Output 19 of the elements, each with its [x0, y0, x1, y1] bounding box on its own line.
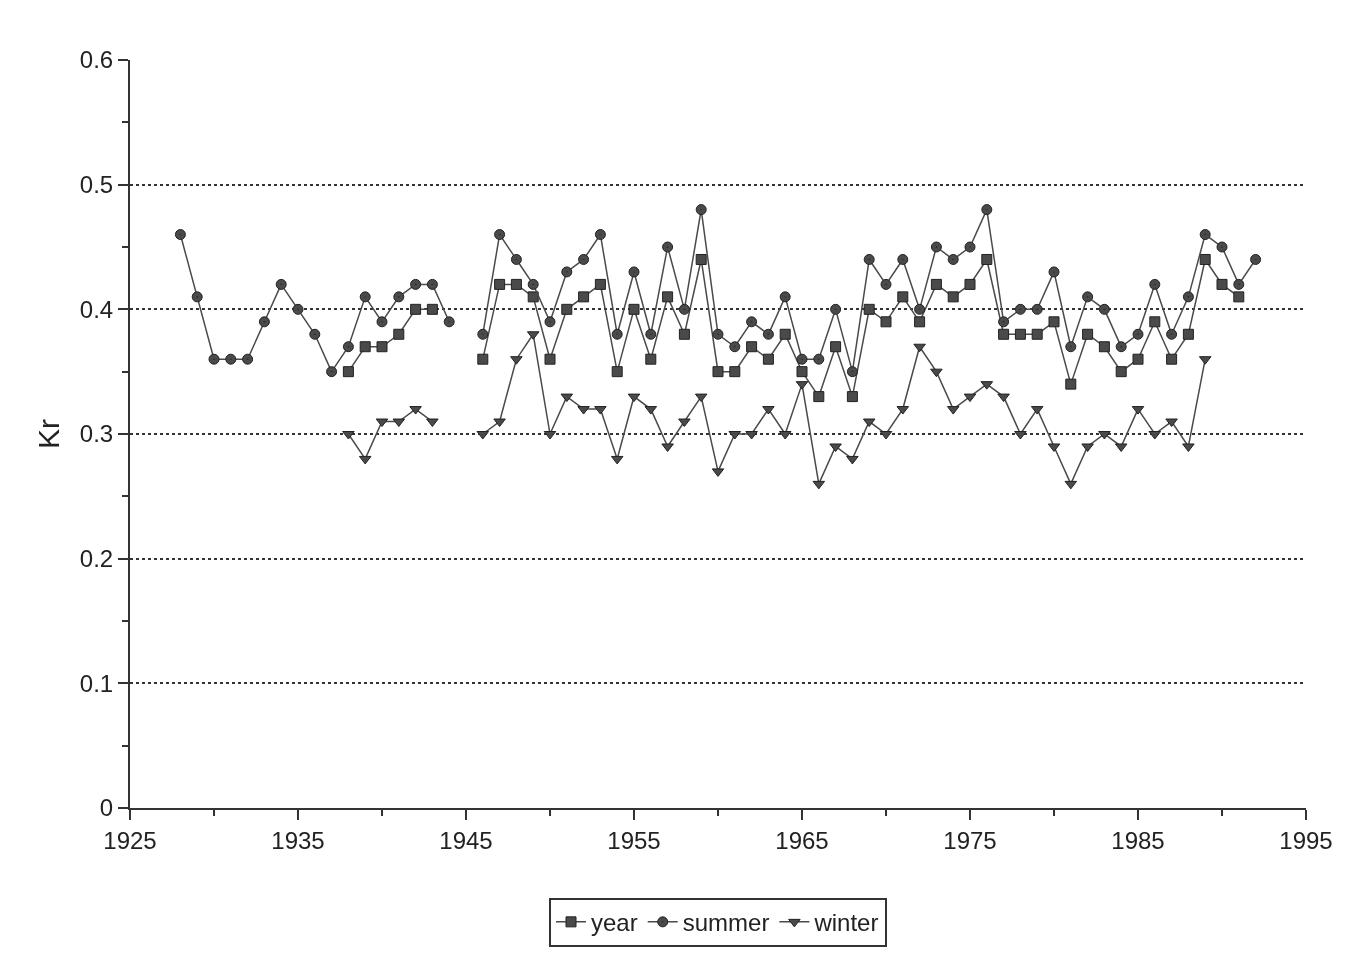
- x-tick-label: 1955: [607, 826, 661, 854]
- y-tick-label: 0.3: [79, 420, 114, 448]
- x-tick-label: 1985: [1111, 826, 1165, 854]
- y-tick-label: 0.1: [79, 669, 114, 697]
- x-tick-label: 1995: [1279, 826, 1333, 854]
- legend-label: winter: [813, 909, 879, 937]
- legend-label: year: [591, 909, 638, 937]
- x-tick-label: 1975: [943, 826, 997, 854]
- y-axis-title: Kr: [32, 418, 65, 449]
- x-tick-label: 1935: [271, 826, 325, 854]
- x-tick-label: 1965: [775, 826, 829, 854]
- y-tick-label: 0.6: [79, 46, 114, 74]
- y-tick-label: 0: [99, 794, 114, 822]
- y-tick-label: 0.4: [79, 295, 114, 323]
- y-tick-label: 0.2: [79, 545, 114, 573]
- x-tick-label: 1945: [439, 826, 493, 854]
- x-tick-label: 1925: [103, 826, 157, 854]
- legend-label: summer: [682, 909, 770, 937]
- y-tick-label: 0.5: [79, 171, 114, 199]
